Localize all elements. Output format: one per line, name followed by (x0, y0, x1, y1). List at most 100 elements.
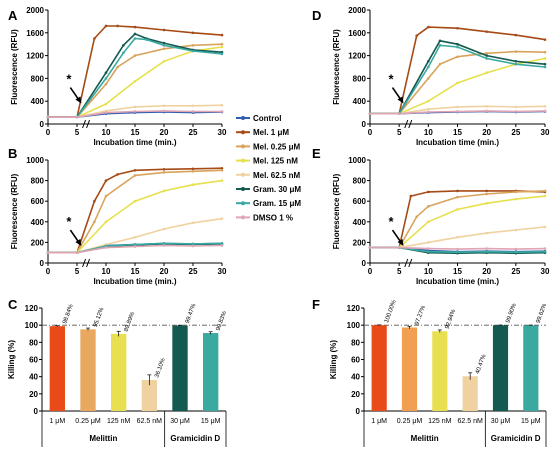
data-point (220, 179, 224, 182)
bar (401, 327, 418, 411)
data-point (162, 41, 166, 45)
data-point (104, 102, 108, 106)
data-point (456, 195, 459, 199)
data-point (46, 115, 50, 119)
data-point (162, 189, 166, 193)
x-tick-label: 5 (75, 267, 80, 276)
series-line (370, 50, 546, 115)
data-point (427, 241, 430, 244)
data-point (456, 247, 459, 251)
data-point (104, 24, 108, 28)
y-tick-label: 20 (351, 390, 360, 399)
y-tick-label: 60 (351, 356, 360, 365)
data-point (438, 39, 442, 43)
series-line (370, 44, 546, 115)
value-label: 92.94% (445, 308, 458, 330)
y-tick-label: 400 (353, 97, 367, 106)
data-point (397, 246, 401, 249)
legend-entry: Gram. 15 μM (253, 199, 301, 208)
data-point (191, 167, 195, 171)
data-point (133, 37, 137, 40)
series-line (370, 26, 546, 115)
data-point (427, 190, 430, 194)
data-point (191, 170, 195, 173)
x-axis-label: Incubation time (min.) (93, 277, 176, 286)
data-point (514, 110, 518, 113)
x-tick-label: 15 (131, 128, 140, 137)
group-label: Melittin (89, 434, 117, 443)
data-point (543, 250, 547, 253)
data-point (162, 47, 166, 51)
series-line (48, 167, 223, 254)
data-point (368, 112, 372, 116)
data-point (543, 247, 547, 250)
axis-break (408, 258, 413, 268)
group-label: Melittin (411, 434, 439, 443)
data-point (162, 171, 166, 174)
y-tick-label: 1000 (26, 156, 44, 165)
data-point (133, 79, 137, 83)
data-point (514, 50, 518, 53)
x-tick-label: 20 (482, 267, 491, 276)
x-tick-label: 0 (46, 128, 51, 137)
y-tick-label: 0 (40, 120, 45, 129)
data-point (485, 109, 488, 113)
y-tick-label: 0 (362, 120, 367, 129)
data-point (456, 45, 459, 49)
data-point (485, 247, 488, 250)
axis-break (404, 258, 409, 268)
y-tick-label: 200 (31, 238, 45, 247)
legend-entry: Mel. 1 μM (253, 128, 289, 137)
data-point (485, 201, 488, 205)
legend-marker (241, 130, 245, 135)
axis-break (86, 119, 91, 129)
data-point (191, 221, 195, 225)
panel-D: D 0 400 800 1200 1600 2000 0 5 10 15 20 25 30 Incubati… (312, 6, 550, 147)
data-point (427, 205, 430, 208)
data-point (543, 57, 547, 60)
y-tick-label: 40 (29, 373, 38, 382)
arrow-head (397, 96, 404, 104)
data-point (191, 242, 195, 246)
data-point (456, 250, 459, 254)
value-label: 100.00% (384, 299, 398, 324)
data-point (427, 107, 430, 111)
series-line (48, 32, 223, 118)
bar (432, 331, 448, 411)
data-point (162, 244, 166, 247)
data-point (104, 246, 108, 249)
data-point (162, 227, 166, 231)
data-point (543, 50, 547, 54)
data-point (543, 194, 547, 198)
panel-B: B 0 200 400 600 800 1000 0 5 10 15 20 25 30 Incubation… (8, 146, 227, 286)
data-point (133, 174, 137, 177)
data-point (220, 45, 224, 49)
data-point (133, 105, 137, 109)
data-point (191, 49, 195, 53)
category-label: 1 μM (371, 418, 387, 425)
y-axis-label: Fluorescence (RFU) (332, 29, 341, 105)
data-point (368, 246, 372, 249)
data-point (514, 62, 518, 66)
data-point (104, 77, 108, 80)
y-tick-label: 800 (31, 177, 45, 186)
x-tick-label: 5 (397, 128, 402, 137)
x-axis-label: Incubation time (min.) (416, 138, 499, 147)
y-tick-label: 800 (353, 74, 367, 83)
data-point (438, 62, 442, 66)
data-point (93, 199, 96, 203)
bar (49, 326, 65, 411)
data-point (162, 44, 166, 47)
category-label: 15 μM (201, 418, 221, 425)
category-label: 0.25 μM (75, 418, 101, 425)
data-point (122, 51, 125, 55)
y-tick-label: 20 (29, 390, 38, 399)
x-tick-label: 25 (189, 128, 198, 137)
data-point (162, 242, 166, 245)
data-point (415, 34, 418, 37)
data-point (133, 169, 137, 172)
data-point (133, 245, 137, 248)
data-point (427, 25, 430, 29)
data-point (191, 31, 195, 35)
y-tick-label: 200 (353, 238, 367, 247)
